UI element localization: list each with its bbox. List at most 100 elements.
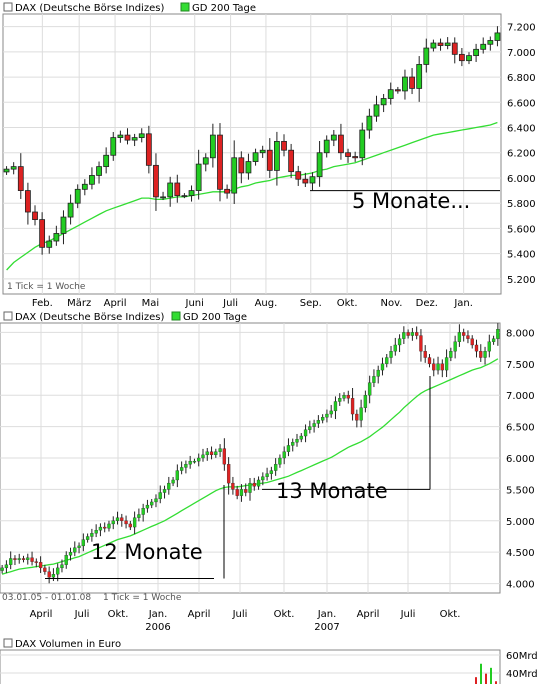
candle-down	[474, 344, 479, 352]
volume-bar	[495, 681, 497, 684]
candle-up	[103, 154, 110, 168]
x-tick-label: Juli	[232, 609, 248, 620]
candle-down	[479, 351, 483, 358]
top-annotation-label: 5 Monate...	[352, 189, 470, 213]
candle-up	[74, 188, 81, 204]
top-chart-ma200-line	[6, 121, 498, 271]
candle-up	[171, 479, 175, 484]
candle-up	[312, 423, 316, 427]
candle-down	[345, 152, 351, 157]
x-tick-label: Jan.	[317, 609, 337, 620]
candle-down	[462, 332, 466, 336]
candle-down	[346, 395, 350, 399]
middle-legend-ma-label: GD 200 Tage	[183, 312, 247, 323]
candle-up	[158, 492, 162, 499]
volume-bar	[480, 663, 482, 684]
candle-up	[473, 48, 479, 57]
candle-down	[226, 464, 231, 484]
candle-up	[117, 134, 124, 139]
top-chart: 5.200 5.400 5.600 5.800 6.000 6.200 6.400 6.600…	[2, 2, 536, 309]
candle-down	[406, 332, 410, 336]
middle-legend-dax-label: DAX (Deutsche Börse Indizes)	[15, 312, 164, 323]
candle-down	[30, 557, 34, 562]
candle-down	[409, 76, 415, 89]
candle-down	[174, 182, 181, 197]
candle-up	[359, 407, 363, 421]
candle-up	[376, 369, 380, 377]
candle-up	[205, 451, 209, 456]
candle-up	[145, 504, 150, 509]
candle-down	[222, 448, 227, 465]
candle-down	[266, 149, 273, 171]
candle-up	[231, 157, 238, 194]
candle-down	[13, 558, 17, 560]
y-tick-label: 7.000	[507, 48, 536, 59]
x-tick-label: Feb.	[32, 298, 53, 309]
candle-up	[410, 332, 415, 336]
candle-up	[68, 552, 73, 556]
candle-down	[355, 413, 359, 421]
candle-down	[120, 517, 124, 521]
candle-up	[385, 357, 389, 364]
top-chart-candles	[3, 26, 501, 255]
candle-down	[38, 562, 43, 569]
candle-up	[248, 482, 252, 493]
candle-up	[416, 64, 423, 89]
candle-up	[273, 464, 278, 471]
y-tick-label: 6.200	[507, 149, 536, 160]
candle-up	[372, 376, 376, 383]
candle-up	[77, 545, 81, 548]
candle-down	[281, 140, 287, 151]
candle-up	[449, 351, 453, 358]
candle-up	[480, 43, 487, 50]
candle-down	[244, 489, 248, 493]
y-tick-label: 5.200	[507, 275, 536, 286]
x-tick-label: März	[67, 298, 91, 309]
candle-up	[175, 470, 179, 481]
candle-down	[47, 571, 51, 578]
candle-up	[329, 410, 333, 415]
candle-up	[278, 457, 282, 465]
candle-down	[394, 89, 401, 92]
candle-up	[67, 202, 74, 218]
candle-up	[46, 240, 53, 248]
y-tick-label: 4.000	[506, 580, 535, 591]
top-chart-frame	[2, 13, 502, 295]
x-tick-label: April	[104, 298, 127, 309]
candle-up	[56, 567, 60, 575]
candle-down	[25, 190, 31, 213]
x-tick-label: Juli	[74, 609, 90, 620]
x-tick-label: Nov.	[380, 298, 402, 309]
candle-up	[90, 533, 94, 537]
candle-up	[402, 76, 408, 92]
candle-down	[440, 363, 444, 371]
candle-down	[124, 134, 131, 141]
candle-up	[309, 176, 316, 184]
candle-up	[214, 451, 218, 456]
candle-up	[192, 460, 197, 463]
candle-up	[496, 329, 500, 339]
candle-up	[259, 149, 266, 154]
candle-up	[4, 564, 9, 569]
x-tick-label: Aug.	[255, 298, 278, 309]
candle-up	[363, 395, 368, 408]
candle-up	[245, 161, 252, 174]
y-tick-label: 7.000	[506, 391, 535, 402]
candle-up	[64, 555, 68, 565]
middle-date-range: 03.01.05 - 01.01.08	[2, 593, 91, 603]
volume-bars	[475, 663, 497, 684]
candle-up	[303, 429, 308, 437]
candle-up	[179, 467, 184, 471]
candle-up	[368, 382, 372, 396]
candle-up	[81, 183, 88, 190]
candle-down	[466, 335, 470, 339]
candle-down	[32, 211, 38, 220]
candle-up	[26, 557, 30, 560]
x-tick-label: Okt.	[337, 298, 358, 309]
candle-up	[184, 464, 188, 468]
candle-up	[291, 442, 295, 446]
candle-up	[81, 539, 85, 547]
x-tick-label: April	[357, 609, 380, 620]
y-tick-label: 5.400	[507, 250, 536, 261]
candle-up	[197, 457, 201, 462]
